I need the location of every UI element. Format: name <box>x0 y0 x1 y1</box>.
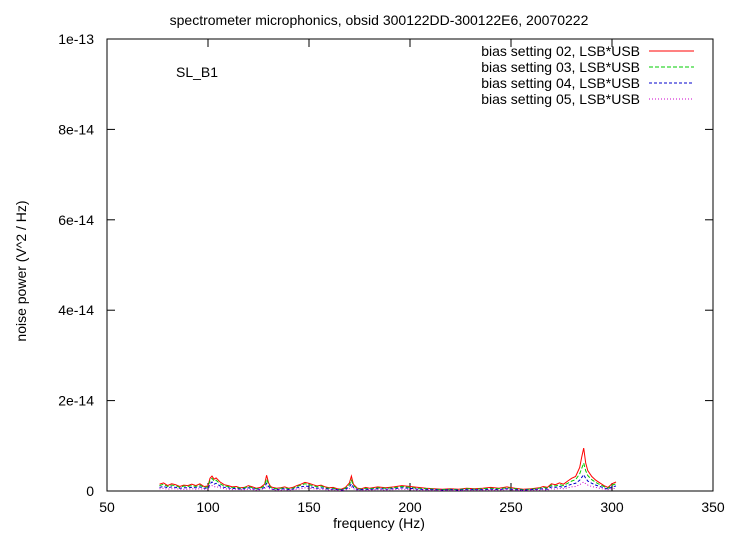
x-tick-label: 300 <box>600 499 624 515</box>
legend-label: bias setting 02, LSB*USB <box>481 43 640 59</box>
y-tick-label: 4e-14 <box>58 302 94 318</box>
y-tick-label: 1e-13 <box>58 31 94 47</box>
x-tick-label: 350 <box>701 499 725 515</box>
series-line-3 <box>159 473 617 491</box>
legend-label: bias setting 03, LSB*USB <box>481 59 640 75</box>
x-tick-label: 150 <box>297 499 321 515</box>
x-tick-label: 250 <box>499 499 523 515</box>
series-line-1 <box>159 447 617 490</box>
y-tick-label: 8e-14 <box>58 121 94 137</box>
chart-annotation: SL_B1 <box>176 64 218 80</box>
y-tick-label: 6e-14 <box>58 212 94 228</box>
legend-label: bias setting 04, LSB*USB <box>481 75 640 91</box>
chart-title: spectrometer microphonics, obsid 300122D… <box>170 12 589 28</box>
y-tick-label: 2e-14 <box>58 393 94 409</box>
x-axis-label: frequency (Hz) <box>333 515 425 531</box>
y-axis-label: noise power (V^2 / Hz) <box>13 200 29 341</box>
series-line-4 <box>159 481 617 492</box>
series-line-2 <box>159 461 617 491</box>
x-tick-label: 200 <box>398 499 422 515</box>
y-tick-label: 0 <box>86 483 94 499</box>
legend-label: bias setting 05, LSB*USB <box>481 91 640 107</box>
x-tick-label: 100 <box>196 499 220 515</box>
x-tick-label: 50 <box>99 499 115 515</box>
